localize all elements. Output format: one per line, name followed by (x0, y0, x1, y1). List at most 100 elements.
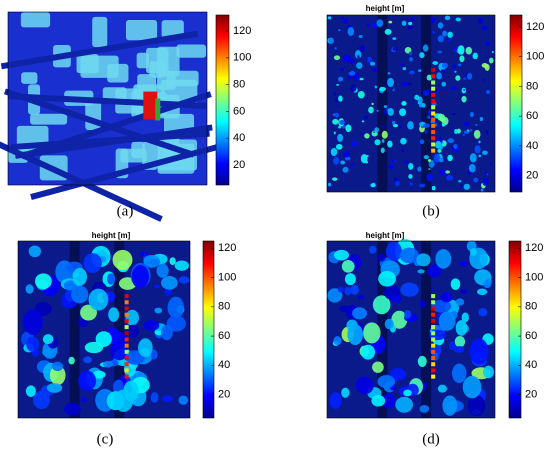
building-blob (426, 74, 432, 81)
tower-segment (431, 148, 436, 153)
building-blob (422, 44, 429, 52)
building-blob (442, 395, 458, 416)
tower-segment (124, 312, 129, 317)
building-blob (476, 288, 488, 296)
tower-segment (124, 349, 129, 354)
building-blob (64, 402, 81, 416)
building-blob (344, 273, 356, 286)
building-blob (455, 75, 461, 81)
colorbar-tick-label: 40 (233, 132, 245, 144)
building-blob (363, 115, 369, 120)
tower-segment (124, 300, 129, 305)
building-blob (452, 63, 457, 70)
building-blob (462, 77, 467, 80)
building (161, 20, 184, 38)
building-blob (484, 170, 488, 175)
building-blob (360, 154, 368, 164)
building-blob (380, 147, 385, 154)
building-blob (392, 89, 395, 92)
colorbar-tick-label: 20 (218, 389, 230, 401)
building-blob (327, 16, 332, 20)
building-blob (485, 41, 491, 47)
building-blob (419, 183, 426, 188)
building-blob (478, 154, 482, 158)
building-blob (454, 336, 466, 348)
building-blob (399, 108, 407, 117)
building-blob (343, 151, 351, 158)
building-blob (397, 124, 402, 129)
building-blob (51, 361, 64, 372)
building-blob (447, 154, 453, 162)
building-blob (462, 133, 466, 137)
building-blob (438, 311, 456, 331)
panel-title: height [m] (92, 231, 131, 240)
building-blob (469, 248, 477, 256)
building-blob (49, 365, 66, 386)
building-blob (332, 113, 336, 117)
building-blob (363, 322, 381, 344)
building-blob (469, 111, 475, 118)
building-blob (72, 267, 88, 286)
building-blob (344, 156, 351, 161)
building-blob (478, 307, 488, 317)
building-blob (371, 22, 377, 29)
building-blob (442, 30, 447, 37)
building (125, 19, 158, 41)
building-blob (485, 90, 491, 94)
building-blob (378, 270, 396, 287)
building-blob (427, 115, 431, 119)
road (421, 241, 432, 418)
building-blob (433, 153, 441, 163)
building-blob (387, 77, 395, 88)
building-blob (436, 72, 442, 80)
building-blob (419, 139, 425, 145)
building (30, 113, 68, 125)
building-blob (334, 47, 337, 50)
building-blob (408, 21, 413, 26)
building-blob (25, 284, 34, 294)
panel-label: (c) (97, 431, 114, 447)
building-blob (374, 127, 379, 133)
building-blob (387, 140, 393, 148)
building-blob (399, 247, 420, 264)
building-blob (329, 392, 342, 409)
building-blob (139, 251, 148, 257)
building-blob (356, 62, 363, 69)
building-blob (409, 182, 413, 186)
building-blob (174, 260, 189, 271)
building-blob (441, 122, 445, 127)
building-blob (352, 307, 367, 320)
building-blob (462, 88, 466, 91)
colorbar-tick-label: 120 (218, 242, 236, 254)
tower-segment (124, 343, 129, 348)
building-blob (374, 85, 378, 89)
building-blob (441, 62, 449, 69)
building-blob (401, 20, 407, 26)
building-blob (80, 304, 97, 321)
building-blob (365, 58, 368, 61)
building-blob (468, 163, 476, 173)
building-blob (463, 121, 470, 127)
tower-segment (431, 318, 436, 323)
building-blob (435, 249, 452, 269)
building-blob (407, 25, 414, 30)
building-blob (417, 166, 422, 172)
building-blob (407, 121, 414, 130)
colorbar (215, 14, 230, 186)
building-blob (404, 310, 412, 319)
colorbar-tick-label: 80 (233, 79, 245, 91)
building-blob (77, 318, 89, 328)
building-blob (336, 83, 340, 86)
building-blob (347, 27, 355, 37)
colorbar-tick-label: 100 (525, 271, 543, 283)
building-blob (384, 28, 392, 35)
tower-segment (431, 142, 436, 147)
tower-segment (124, 356, 129, 361)
building-blob (427, 264, 442, 278)
building-blob (447, 31, 453, 38)
building-blob (395, 396, 414, 413)
building-blob (459, 260, 468, 267)
building-blob (68, 356, 75, 365)
building-blob (387, 164, 395, 169)
building-blob (437, 384, 448, 393)
